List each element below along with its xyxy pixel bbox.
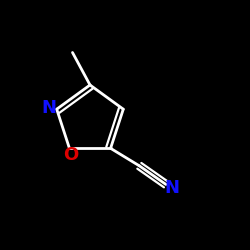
- Text: N: N: [42, 99, 57, 117]
- Text: O: O: [63, 146, 78, 164]
- Text: N: N: [165, 179, 180, 197]
